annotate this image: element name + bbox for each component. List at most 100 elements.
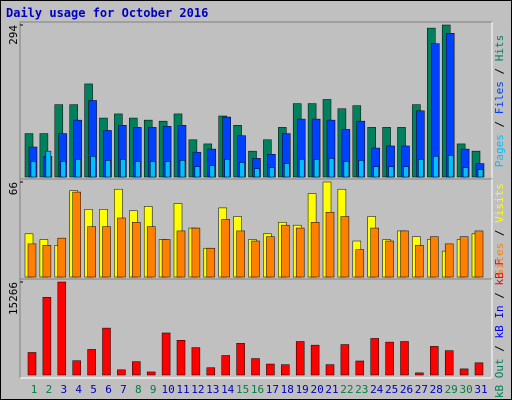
x-tick-label: 21 <box>325 383 338 396</box>
x-tick-label: 22 <box>340 383 353 396</box>
y-tick-label: 15266 <box>7 282 20 315</box>
x-tick-label: 24 <box>370 383 384 396</box>
x-tick-label: 27 <box>415 383 428 396</box>
x-tick-label: 29 <box>445 383 458 396</box>
legend: Pages / Files / Hits <box>493 35 506 168</box>
bar <box>57 281 67 376</box>
x-tick-label: 4 <box>75 383 82 396</box>
bar <box>400 341 409 376</box>
bar <box>415 372 424 376</box>
x-tick-label: 1 <box>31 383 38 396</box>
x-tick-label: 23 <box>355 383 368 396</box>
x-tick-label: 8 <box>135 383 142 396</box>
legend-entry: Hits <box>493 35 506 62</box>
bar <box>444 243 454 278</box>
y-tick-label: 66 <box>7 182 20 195</box>
bar <box>403 166 409 178</box>
legend-entry: Pages <box>493 134 506 167</box>
bar <box>474 230 484 278</box>
legend-separator: / <box>493 61 506 81</box>
legend-entry: kB Out <box>493 358 506 398</box>
bar <box>459 236 469 278</box>
bar <box>87 349 96 376</box>
bar <box>462 167 469 178</box>
bar <box>295 227 305 278</box>
bar <box>75 159 81 178</box>
bar <box>191 347 201 376</box>
bar <box>355 360 365 376</box>
bar <box>236 230 245 278</box>
chart-title: Daily usage for October 2016 <box>6 6 208 20</box>
bar <box>370 338 379 376</box>
bar <box>447 155 454 178</box>
x-tick-label: 16 <box>251 383 264 396</box>
bar <box>340 344 350 376</box>
bar <box>146 226 156 278</box>
bar <box>132 222 141 278</box>
bar <box>161 239 171 278</box>
x-tick-label: 30 <box>459 383 472 396</box>
legend-entry: kB In <box>493 305 506 338</box>
bar <box>57 237 67 278</box>
bar <box>102 226 111 278</box>
legend-separator: / <box>493 114 506 134</box>
bar <box>176 340 186 376</box>
bar <box>266 236 275 278</box>
legend-separator: / <box>493 285 506 305</box>
legend-entry: Files <box>493 81 506 114</box>
bar <box>415 245 424 278</box>
bar <box>27 352 37 376</box>
bar <box>149 161 156 178</box>
bar <box>194 166 201 178</box>
legend-entry: kB F <box>493 259 506 286</box>
bar <box>313 159 320 178</box>
x-tick-label: 11 <box>176 383 189 396</box>
bar <box>459 368 469 376</box>
x-tick-label: 3 <box>60 383 67 396</box>
x-tick-label: 2 <box>46 383 53 396</box>
bar <box>117 369 126 376</box>
bar <box>433 156 439 178</box>
bar <box>251 240 260 278</box>
bar <box>27 243 37 278</box>
bar <box>430 236 439 278</box>
bar <box>221 219 230 278</box>
x-tick-label: 28 <box>430 383 443 396</box>
bar <box>72 360 81 376</box>
x-tick-label: 15 <box>236 383 249 396</box>
bar <box>430 346 439 376</box>
x-tick-label: 14 <box>221 383 235 396</box>
bar <box>358 160 365 178</box>
bar <box>221 355 230 376</box>
bar <box>254 168 260 178</box>
bar <box>102 327 111 376</box>
bar <box>385 341 394 376</box>
bar <box>388 166 394 178</box>
bar <box>281 224 290 278</box>
bar <box>161 332 171 376</box>
bar <box>117 217 126 278</box>
legend-separator: / <box>493 223 506 243</box>
bar <box>340 216 350 278</box>
bar <box>477 169 484 178</box>
bar <box>418 159 424 178</box>
bar <box>105 160 111 178</box>
bar <box>236 343 245 376</box>
bar <box>45 150 52 178</box>
x-tick-label: 9 <box>150 383 157 396</box>
bar <box>295 341 305 376</box>
x-tick-label: 26 <box>400 383 413 396</box>
bar <box>42 245 52 278</box>
bar <box>209 165 216 178</box>
bar <box>474 362 484 376</box>
bar <box>266 363 275 376</box>
bar <box>444 350 454 376</box>
x-tick-label: 10 <box>161 383 174 396</box>
bar <box>298 159 305 178</box>
bar <box>284 163 290 178</box>
x-tick-label: 31 <box>474 383 487 396</box>
bar <box>325 211 335 278</box>
bar <box>373 166 379 178</box>
legend-entry: Sites <box>493 243 506 276</box>
bar <box>310 344 320 376</box>
